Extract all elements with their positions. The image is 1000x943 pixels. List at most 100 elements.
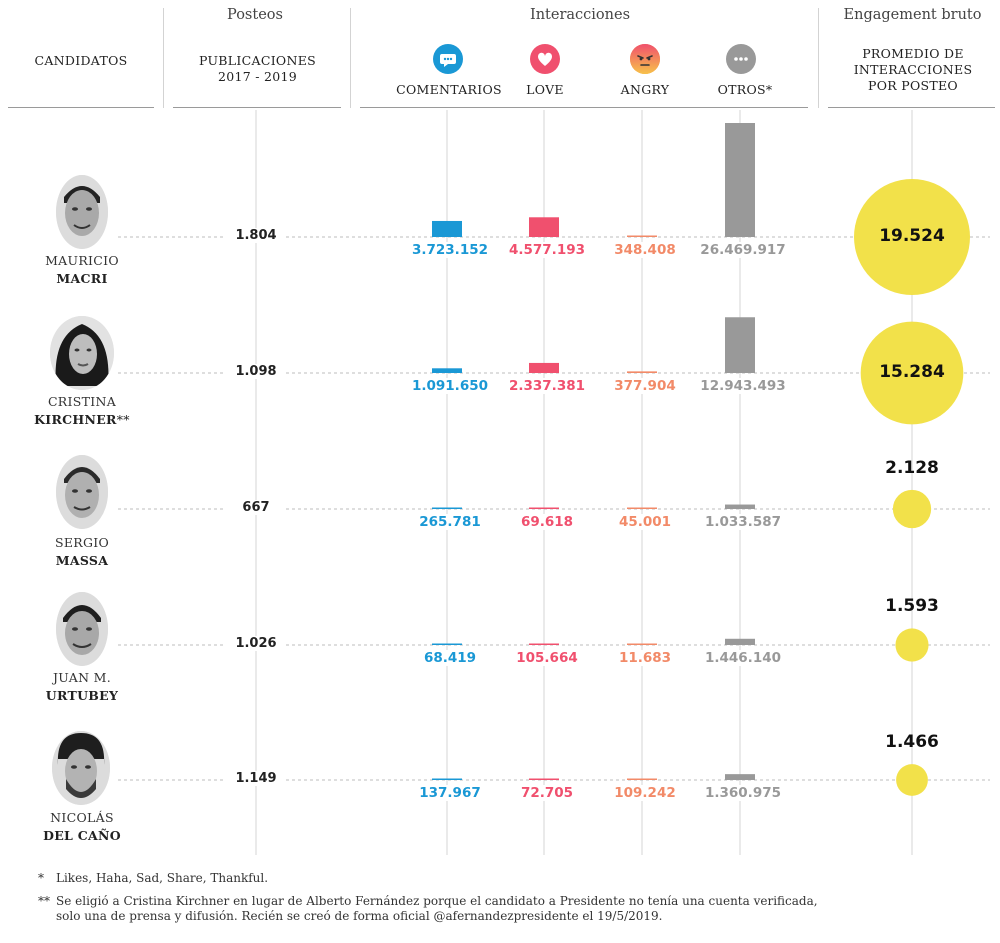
angry-bar — [627, 507, 657, 509]
engagement-bubble — [892, 489, 932, 529]
candidate-photo — [56, 175, 108, 249]
heart-icon — [530, 44, 560, 74]
comentarios-value-label: 137.967 — [392, 785, 508, 801]
love-value-label: 4.577.193 — [489, 242, 605, 258]
header-separator — [818, 8, 819, 108]
engagement-bubble — [860, 321, 964, 425]
candidate-first-name: JUAN M. — [53, 670, 111, 685]
column-header-promedio: PROMEDIO DE INTERACCIONES POR POSTEO — [828, 46, 998, 94]
publicaciones-value: 667 — [226, 500, 286, 515]
angry-value-label: 11.683 — [587, 650, 703, 666]
column-header-love: LOVE — [526, 82, 564, 97]
comentarios-value-label: 68.419 — [392, 650, 508, 666]
group-title-interacciones: Interacciones — [529, 7, 631, 23]
otros-bar — [725, 123, 755, 237]
header-separator — [163, 8, 164, 108]
comentarios-bar — [432, 507, 462, 509]
footnote-2-line1: Se eligió a Cristina Kirchner en lugar d… — [56, 894, 818, 908]
column-header-comentarios: COMENTARIOS — [396, 82, 502, 97]
otros-value-label: 1.360.975 — [685, 785, 801, 801]
column-header-candidatos: CANDIDATOS — [34, 53, 128, 68]
engagement-value-label: 15.284 — [879, 362, 945, 382]
engagement-value-label: 1.466 — [885, 732, 939, 753]
candidate-massa: SERGIO MASSA — [12, 455, 152, 570]
last-name-text: DEL CAÑO — [43, 828, 121, 843]
angry-value-label: 45.001 — [587, 514, 703, 530]
love-bar — [529, 362, 559, 373]
promedio-line3: POR POSTEO — [868, 78, 958, 93]
header-underline — [360, 107, 808, 108]
otros-value-label: 12.943.493 — [685, 378, 801, 394]
footnote-2: ** Se eligió a Cristina Kirchner en lugar… — [38, 894, 978, 924]
engagement-bubble — [895, 628, 929, 662]
publicaciones-value: 1.804 — [226, 228, 286, 243]
publicaciones-line1: PUBLICACIONES — [198, 53, 317, 68]
column-header-angry: ANGRY — [620, 82, 670, 97]
header-underline — [8, 107, 154, 108]
group-title-posteos: Posteos — [227, 7, 283, 23]
candidate-del-cano: NICOLÁS DEL CAÑO — [12, 731, 152, 846]
footnote-1-mark: * — [38, 871, 44, 885]
last-name-text: MASSA — [55, 553, 109, 568]
otros-bar — [725, 317, 755, 373]
engagement-bubble — [854, 179, 970, 295]
angry-value-label: 377.904 — [587, 378, 703, 394]
candidate-first-name: SERGIO — [54, 535, 110, 550]
love-value-label: 105.664 — [489, 650, 605, 666]
love-bar — [529, 643, 559, 645]
angry-bar — [627, 235, 657, 237]
candidate-first-name: MAURICIO — [45, 253, 119, 268]
engagement-value-label: 2.128 — [885, 457, 939, 478]
candidate-photo — [56, 455, 108, 529]
comentarios-bar — [432, 368, 462, 373]
angry-value-label: 109.242 — [587, 785, 703, 801]
header-underline — [828, 107, 995, 108]
engagement-value-label: 1.593 — [885, 596, 939, 617]
angry-bar — [627, 643, 657, 645]
angry-value-label: 348.408 — [587, 242, 703, 258]
candidate-macri: MAURICIO MACRI — [12, 175, 152, 290]
otros-bar — [725, 638, 755, 645]
love-bar — [529, 778, 559, 780]
comentarios-bar — [432, 643, 462, 645]
love-value-label: 2.337.381 — [489, 378, 605, 394]
footnote-2-line2: solo una de prensa y difusión. Recién se… — [56, 909, 663, 923]
last-name-suffix: ** — [116, 412, 130, 427]
group-title-engagement: Engagement bruto — [843, 7, 982, 23]
candidate-first-name: NICOLÁS — [50, 810, 114, 825]
candidate-last-name: URTUBEY — [12, 688, 152, 703]
header-underline — [173, 107, 341, 108]
otros-value-label: 26.469.917 — [685, 242, 801, 258]
footnote-2-mark: ** — [38, 894, 50, 908]
publicaciones-line2: 2017 - 2019 — [217, 69, 298, 84]
promedio-line1: PROMEDIO DE — [862, 46, 964, 61]
candidate-last-name: DEL CAÑO — [12, 828, 152, 843]
footnote-1-text: Likes, Haha, Sad, Share, Thankful. — [56, 871, 269, 885]
ellipsis-icon — [726, 44, 756, 74]
candidate-kirchner: CRISTINA KIRCHNER** — [12, 316, 152, 431]
comentarios-value-label: 1.091.650 — [392, 378, 508, 394]
publicaciones-value: 1.149 — [226, 771, 286, 786]
candidate-last-name: KIRCHNER** — [12, 412, 152, 427]
column-header-otros: OTROS* — [717, 82, 773, 97]
candidate-last-name: MASSA — [12, 553, 152, 568]
angry-face-icon — [630, 44, 660, 74]
comentarios-bar — [432, 778, 462, 780]
otros-value-label: 1.446.140 — [685, 650, 801, 666]
engagement-bubble — [896, 764, 928, 796]
candidate-first-name: CRISTINA — [47, 394, 117, 409]
love-bar — [529, 507, 559, 509]
last-name-text: MACRI — [56, 271, 108, 286]
candidate-last-name: MACRI — [12, 271, 152, 286]
comentarios-value-label: 3.723.152 — [392, 242, 508, 258]
promedio-line2: INTERACCIONES — [853, 62, 973, 77]
engagement-value-label: 19.524 — [879, 226, 945, 246]
otros-value-label: 1.033.587 — [685, 514, 801, 530]
candidate-photo — [56, 592, 108, 666]
column-header-publicaciones: PUBLICACIONES 2017 - 2019 — [175, 53, 340, 85]
publicaciones-value: 1.026 — [226, 636, 286, 651]
love-value-label: 72.705 — [489, 785, 605, 801]
comentarios-value-label: 265.781 — [392, 514, 508, 530]
love-bar — [529, 217, 559, 237]
